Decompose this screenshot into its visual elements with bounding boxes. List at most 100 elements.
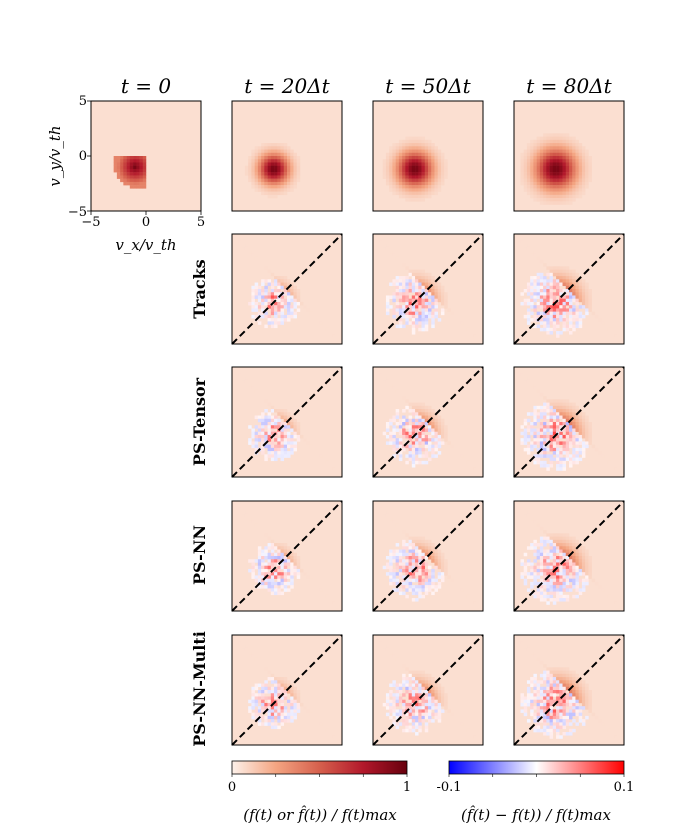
heatmap-cell bbox=[402, 591, 406, 596]
heatmap-cell bbox=[523, 172, 528, 176]
heatmap-cell bbox=[385, 298, 390, 303]
heatmap-cell bbox=[392, 159, 396, 163]
heatmap-cell bbox=[424, 321, 429, 325]
heatmap-cell bbox=[267, 165, 272, 170]
heatmap-cell bbox=[539, 444, 544, 449]
heatmap-cell bbox=[556, 136, 560, 141]
heatmap-cell bbox=[408, 162, 413, 166]
heatmap-cell bbox=[421, 272, 426, 277]
heatmap-cell bbox=[536, 149, 541, 154]
heatmap-cell bbox=[549, 318, 554, 322]
heatmap-cell bbox=[536, 657, 541, 662]
heatmap-cell bbox=[257, 552, 262, 557]
heatmap-cell bbox=[392, 680, 396, 684]
heatmap-cell bbox=[434, 706, 438, 710]
heatmap-cell bbox=[280, 709, 285, 713]
heatmap-cell bbox=[556, 422, 560, 426]
heatmap-cell bbox=[572, 172, 576, 176]
heatmap-cell bbox=[316, 318, 320, 322]
heatmap-cell bbox=[556, 677, 560, 681]
heatmap-cell bbox=[575, 683, 579, 688]
heatmap-cell bbox=[418, 165, 422, 170]
heatmap-cell bbox=[533, 253, 537, 257]
heatmap-cell bbox=[543, 565, 547, 570]
heatmap-cell bbox=[533, 654, 537, 658]
heatmap-cell bbox=[562, 706, 567, 710]
heatmap-cell bbox=[569, 139, 573, 144]
heatmap-cell bbox=[520, 156, 524, 160]
heatmap-cell bbox=[539, 289, 544, 293]
heatmap-cell bbox=[565, 552, 570, 557]
heatmap-cell bbox=[569, 305, 573, 309]
heatmap-cell bbox=[572, 572, 576, 576]
heatmap-cell bbox=[431, 285, 435, 290]
heatmap-cell bbox=[248, 159, 252, 163]
heatmap-cell bbox=[421, 428, 426, 432]
heatmap-cell bbox=[424, 276, 429, 280]
heatmap-cell bbox=[280, 168, 285, 173]
heatmap-cell bbox=[578, 686, 583, 691]
heatmap-cell bbox=[405, 405, 409, 410]
heatmap-cell bbox=[280, 165, 285, 170]
heatmap-cell bbox=[569, 136, 573, 141]
heatmap-cell bbox=[274, 149, 278, 154]
heatmap-cell bbox=[569, 712, 573, 717]
heatmap-cell bbox=[562, 272, 567, 277]
heatmap-cell bbox=[293, 556, 297, 560]
heatmap-cell bbox=[569, 562, 573, 566]
heatmap-cell bbox=[428, 715, 432, 720]
heatmap-cell bbox=[257, 162, 262, 166]
heatmap-cell bbox=[408, 146, 413, 150]
heatmap-cell bbox=[389, 441, 393, 445]
heatmap-cell bbox=[565, 588, 570, 592]
heatmap-cell bbox=[588, 441, 592, 445]
heatmap-cell bbox=[280, 680, 285, 684]
heatmap-cell bbox=[421, 699, 426, 704]
heatmap-cell bbox=[559, 680, 563, 684]
heatmap-cell bbox=[523, 562, 528, 566]
heatmap-cell bbox=[562, 175, 567, 179]
heatmap-cell bbox=[565, 680, 570, 684]
heatmap-cell bbox=[569, 702, 573, 707]
heatmap-cell bbox=[575, 451, 579, 455]
heatmap-cell bbox=[604, 457, 609, 462]
heatmap-cell bbox=[556, 146, 560, 150]
heatmap-cell bbox=[572, 279, 576, 283]
heatmap-cell bbox=[539, 318, 544, 322]
heatmap-cell bbox=[424, 168, 429, 173]
heatmap-cell bbox=[536, 686, 541, 691]
heatmap-cell bbox=[411, 165, 416, 170]
heatmap-cell bbox=[267, 185, 272, 189]
heatmap-cell bbox=[329, 464, 333, 468]
heatmap-cell bbox=[530, 295, 534, 299]
heatmap-cell bbox=[549, 405, 554, 410]
heatmap-cell bbox=[287, 572, 291, 576]
heatmap-cell bbox=[556, 696, 560, 700]
heatmap-cell bbox=[251, 520, 255, 524]
heatmap-cell bbox=[543, 289, 547, 293]
heatmap-cell bbox=[254, 712, 259, 717]
heatmap-cell bbox=[588, 690, 592, 694]
heatmap-cell bbox=[552, 543, 557, 547]
heatmap-cell bbox=[523, 181, 528, 186]
heatmap-cell bbox=[405, 266, 409, 270]
heatmap-cell bbox=[283, 578, 288, 583]
heatmap-cell bbox=[437, 156, 442, 160]
heatmap-cell bbox=[572, 136, 576, 141]
heatmap-cell bbox=[261, 188, 265, 192]
heatmap-cell bbox=[411, 712, 416, 717]
heatmap-cell bbox=[290, 159, 294, 163]
heatmap-cell bbox=[530, 562, 534, 566]
heatmap-cell bbox=[428, 314, 432, 319]
heatmap-cell bbox=[562, 546, 567, 550]
heatmap-cell bbox=[418, 172, 422, 176]
heatmap-cell bbox=[267, 402, 272, 407]
heatmap-cell bbox=[293, 706, 297, 710]
heatmap-cell bbox=[408, 282, 413, 287]
heatmap-cell bbox=[569, 670, 573, 675]
heatmap-cell bbox=[293, 165, 297, 170]
heatmap-cell bbox=[585, 556, 589, 560]
heatmap-cell bbox=[287, 712, 291, 717]
heatmap-cell bbox=[588, 696, 592, 700]
heatmap-cell bbox=[543, 585, 547, 589]
